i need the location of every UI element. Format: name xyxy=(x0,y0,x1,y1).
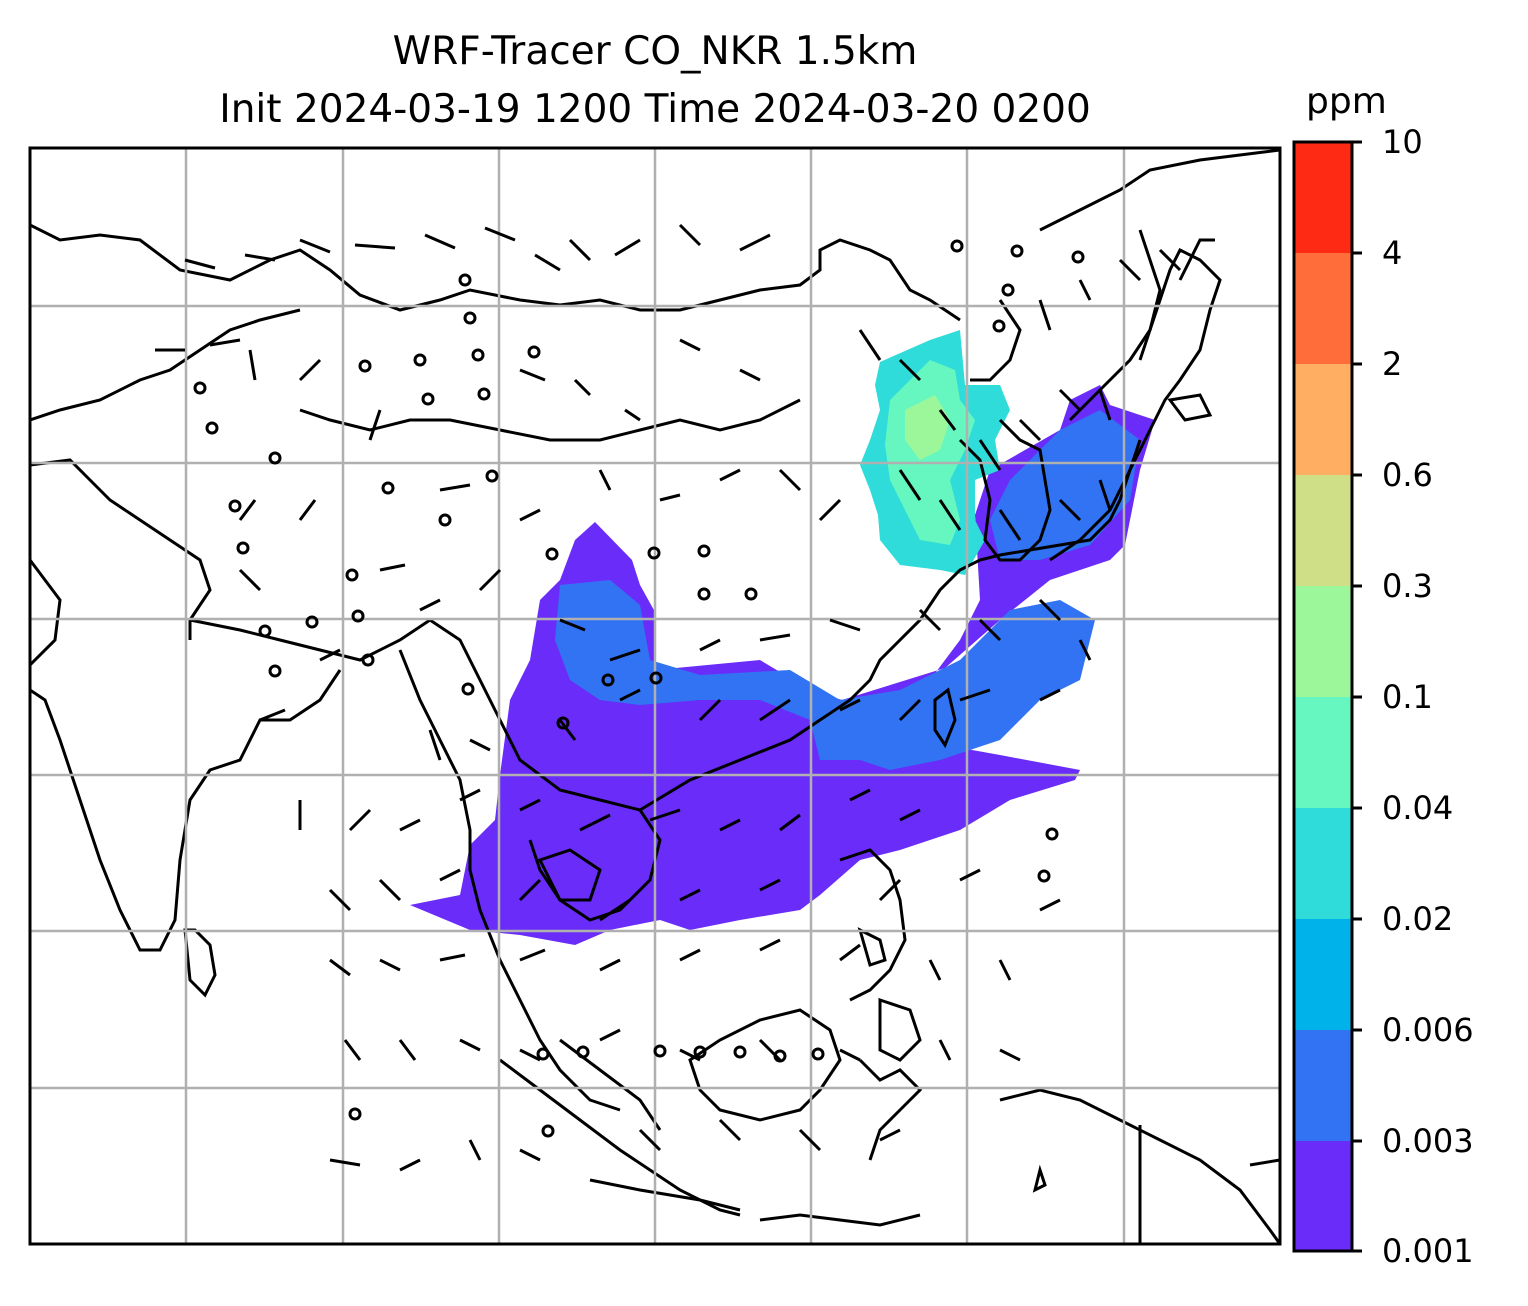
colorbar-tick-label: 0.6 xyxy=(1382,456,1433,494)
colorbar-tick-label: 0.001 xyxy=(1382,1232,1474,1270)
map-subtitle: Init 2024-03-19 1200 Time 2024-03-20 020… xyxy=(219,87,1091,132)
colorbar-segment xyxy=(1294,919,1352,1030)
map-title: WRF-Tracer CO_NKR 1.5km xyxy=(392,29,918,74)
gridlines xyxy=(30,148,1280,1244)
colorbar-segment xyxy=(1294,808,1352,919)
plume-mid-east xyxy=(990,410,1140,560)
colorbar-tick-label: 0.006 xyxy=(1382,1011,1474,1049)
colorbar-segment xyxy=(1294,1141,1352,1251)
colorbar-segment xyxy=(1294,364,1352,475)
wind-barbs xyxy=(155,223,1182,1172)
calm-markers xyxy=(193,239,1085,1138)
colorbar-segment xyxy=(1294,586,1352,697)
colorbar-tick-label: 10 xyxy=(1382,123,1423,161)
colorbar-tick-label: 4 xyxy=(1382,234,1403,272)
colorbar-unit-label: ppm xyxy=(1306,81,1387,122)
colorbar-tick-label: 0.02 xyxy=(1382,900,1454,938)
colorbar-tick-label: 0.04 xyxy=(1382,789,1454,827)
colorbar-segment xyxy=(1294,1030,1352,1141)
plume-north-peak xyxy=(905,395,950,460)
colorbar-tick-label: 0.3 xyxy=(1382,567,1433,605)
colorbar-segment xyxy=(1294,475,1352,586)
colorbar-segment xyxy=(1294,142,1352,253)
colorbar-tick-label: 0.1 xyxy=(1382,678,1433,716)
map-frame xyxy=(28,146,1282,1246)
colorbar-tick-label: 0.003 xyxy=(1382,1122,1474,1160)
colorbar-tick-label: 2 xyxy=(1382,345,1403,383)
colorbar-segment xyxy=(1294,697,1352,808)
colorbar xyxy=(1292,140,1362,1253)
plume-mid-band xyxy=(555,580,1095,770)
plume-low-south xyxy=(410,385,1155,945)
colorbar-segment xyxy=(1294,253,1352,364)
